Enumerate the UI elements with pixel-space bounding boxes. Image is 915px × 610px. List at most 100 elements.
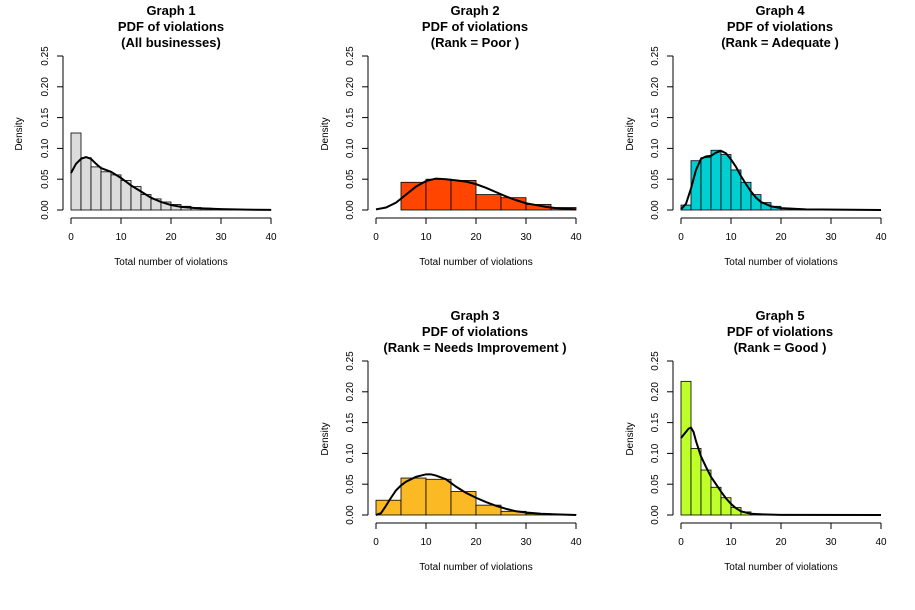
- chart-title-line: (Rank = Poor ): [431, 35, 520, 50]
- x-tick-label: 40: [875, 232, 887, 243]
- y-tick-label: 0.05: [345, 474, 356, 494]
- y-tick-label: 0.25: [650, 46, 661, 66]
- x-axis-label: Total number of violations: [114, 257, 227, 268]
- y-tick-label: 0.00: [345, 200, 356, 220]
- y-tick-label: 0.20: [40, 77, 51, 97]
- chart-title-line: Graph 5: [755, 308, 804, 323]
- histogram-bar: [700, 157, 712, 211]
- x-tick-label: 0: [373, 537, 379, 548]
- chart-title-line: Graph 3: [450, 308, 499, 323]
- histogram-bar: [680, 380, 692, 516]
- x-tick-label: 40: [265, 232, 277, 243]
- histogram-bar: [720, 154, 732, 211]
- chart-title-line: Graph 2: [450, 3, 499, 18]
- density-curve: [375, 473, 577, 516]
- x-tick-label: 0: [68, 232, 74, 243]
- y-tick-label: 0.05: [650, 169, 661, 189]
- chart-title-line: PDF of violations: [727, 324, 833, 339]
- x-tick-label: 30: [825, 232, 837, 243]
- histogram-bar: [90, 166, 102, 211]
- y-tick-label: 0.10: [345, 138, 356, 158]
- histogram-bar: [720, 497, 732, 516]
- x-tick-label: 30: [215, 232, 227, 243]
- x-tick-label: 30: [520, 537, 532, 548]
- y-axis-label: Density: [625, 422, 636, 455]
- y-tick-label: 0.15: [345, 412, 356, 432]
- x-axis-label: Total number of violations: [724, 562, 837, 573]
- x-tick-label: 10: [420, 537, 432, 548]
- x-tick-label: 0: [678, 232, 684, 243]
- histogram-bar: [475, 194, 502, 211]
- density-curve: [680, 149, 882, 211]
- y-tick-label: 0.05: [650, 474, 661, 494]
- y-tick-label: 0.15: [345, 107, 356, 127]
- chart-title-line: (All businesses): [121, 35, 221, 50]
- y-tick-label: 0.00: [345, 505, 356, 525]
- chart-title-line: Graph 4: [755, 3, 805, 18]
- x-tick-label: 40: [875, 537, 887, 548]
- y-tick-label: 0.20: [345, 77, 356, 97]
- histogram-bar: [450, 180, 477, 211]
- histogram-bar: [100, 171, 112, 211]
- chart-title-line: PDF of violations: [422, 19, 528, 34]
- x-tick-label: 30: [825, 537, 837, 548]
- y-tick-label: 0.00: [40, 200, 51, 220]
- y-tick-label: 0.15: [40, 107, 51, 127]
- y-tick-label: 0.20: [345, 382, 356, 402]
- x-axis-label: Total number of violations: [419, 562, 532, 573]
- y-axis-label: Density: [14, 117, 25, 150]
- y-tick-label: 0.10: [345, 443, 356, 463]
- histogram-bar: [475, 504, 502, 516]
- y-axis-label: Density: [320, 422, 331, 455]
- y-tick-label: 0.25: [345, 351, 356, 371]
- y-tick-label: 0.20: [650, 77, 661, 97]
- y-tick-label: 0.25: [345, 46, 356, 66]
- x-tick-label: 0: [373, 232, 379, 243]
- y-tick-label: 0.00: [650, 505, 661, 525]
- histogram-bar: [425, 178, 452, 211]
- histogram-bar: [740, 181, 752, 211]
- y-tick-label: 0.10: [40, 138, 51, 158]
- y-axis-label: Density: [320, 117, 331, 150]
- chart-title-line: PDF of violations: [118, 19, 224, 34]
- chart-title-line: PDF of violations: [422, 324, 528, 339]
- y-tick-label: 0.25: [650, 351, 661, 371]
- histogram-bar: [730, 169, 742, 211]
- y-tick-label: 0.10: [650, 138, 661, 158]
- x-tick-label: 30: [520, 232, 532, 243]
- y-tick-label: 0.00: [650, 200, 661, 220]
- x-tick-label: 10: [420, 232, 432, 243]
- histogram-bar: [700, 469, 712, 516]
- x-tick-label: 0: [678, 537, 684, 548]
- x-tick-label: 20: [470, 232, 482, 243]
- density-curve: [70, 155, 272, 211]
- histogram-bar: [80, 157, 92, 211]
- histogram-bar: [710, 486, 722, 516]
- x-tick-label: 20: [775, 232, 787, 243]
- x-tick-label: 10: [725, 232, 737, 243]
- x-axis-label: Total number of violations: [724, 257, 837, 268]
- chart-title-line: (Rank = Adequate ): [721, 35, 839, 50]
- y-tick-label: 0.25: [40, 46, 51, 66]
- y-tick-label: 0.05: [345, 169, 356, 189]
- x-axis-label: Total number of violations: [419, 257, 532, 268]
- y-tick-label: 0.20: [650, 382, 661, 402]
- x-tick-label: 10: [115, 232, 127, 243]
- y-tick-label: 0.15: [650, 107, 661, 127]
- histogram-bar: [425, 478, 452, 516]
- y-tick-label: 0.10: [650, 443, 661, 463]
- chart-title-line: Graph 1: [146, 3, 195, 18]
- x-tick-label: 40: [570, 537, 582, 548]
- chart-title-line: (Rank = Needs Improvement ): [383, 340, 566, 355]
- y-tick-label: 0.05: [40, 169, 51, 189]
- x-tick-label: 20: [470, 537, 482, 548]
- density-curve: [680, 426, 882, 516]
- histogram-bar: [690, 448, 702, 516]
- y-tick-label: 0.15: [650, 412, 661, 432]
- x-tick-label: 20: [165, 232, 177, 243]
